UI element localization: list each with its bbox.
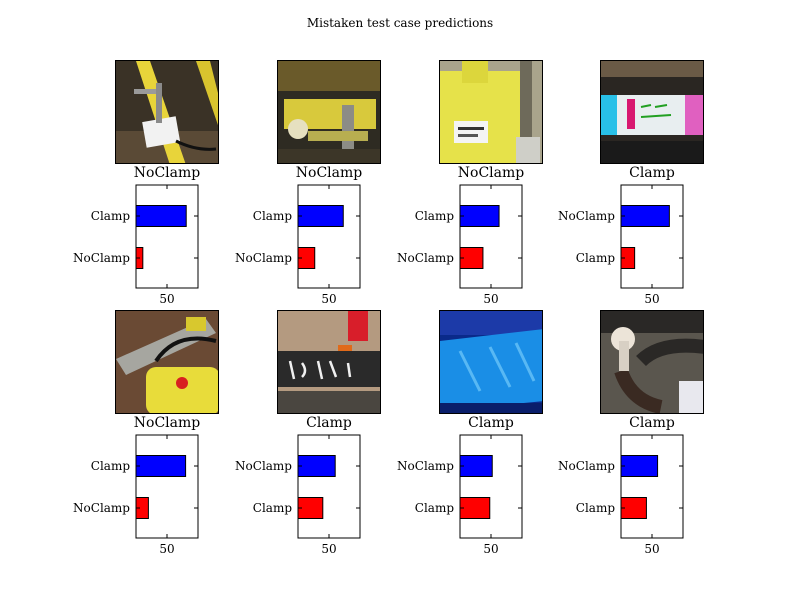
axes-frame [620,184,684,289]
bar-chart-1: NoClamp Clamp 50 [73,184,199,306]
bar-Clamp [459,205,500,227]
xtick-label: 50 [644,542,659,556]
bar-Clamp [620,247,636,269]
xtick-label: 50 [321,542,336,556]
photo-grey-valve-with-handle [600,310,704,414]
predicted-label: Clamp [306,415,352,431]
photo-yellow-fitting-with-label [439,60,543,164]
predicted-label: NoClamp [133,165,201,181]
axes-frame [135,184,199,289]
xtick-label: 50 [159,542,174,556]
bar-NoClamp [620,455,659,477]
ytick-label: NoClamp [235,251,292,265]
photo-yellow-fitting-in-dirt [115,310,219,414]
predicted-label: Clamp [629,415,675,431]
ytick-label: NoClamp [73,251,130,265]
bar-Clamp [135,205,187,227]
ytick-label: NoClamp [235,459,292,473]
ytick-label: NoClamp [73,501,130,515]
ytick-label: Clamp [576,251,616,265]
ytick-label: NoClamp [397,459,454,473]
bar-chart-3: NoClamp Clamp 50 [397,184,523,306]
photo-yellow-pipe-clamp-on-ground [115,60,219,164]
bar-chart-6: Clamp NoClamp 50 [235,434,361,556]
axes-frame [459,184,523,289]
bar-Clamp [620,497,647,519]
predicted-label: NoClamp [133,415,201,431]
predicted-label: Clamp [629,165,675,181]
bar-chart-8: Clamp NoClamp 50 [558,434,684,556]
bar-Clamp [297,497,324,519]
ytick-label: NoClamp [558,209,615,223]
photo-black-pipe-handwriting [277,310,381,414]
photo-blue-wrapped-pipe [439,310,543,414]
ytick-label: NoClamp [558,459,615,473]
bar-NoClamp [459,455,493,477]
axes-frame [297,434,361,539]
predicted-label: NoClamp [457,165,525,181]
axes-frame [135,434,199,539]
bar-NoClamp [620,205,670,227]
ytick-label: Clamp [576,501,616,515]
ytick-label: Clamp [415,501,455,515]
ytick-label: Clamp [253,209,293,223]
axes-frame [459,434,523,539]
bar-Clamp [459,497,491,519]
xtick-label: 50 [159,292,174,306]
axes-frame [297,184,361,289]
xtick-label: 50 [644,292,659,306]
figure-title: Mistaken test case predictions [306,16,494,30]
bar-NoClamp [459,247,484,269]
xtick-label: 50 [483,292,498,306]
predicted-label: Clamp [468,415,514,431]
bar-NoClamp [297,455,336,477]
ytick-label: Clamp [91,209,131,223]
bar-Clamp [135,455,187,477]
xtick-label: 50 [321,292,336,306]
axes-frame [620,434,684,539]
bar-chart-5: NoClamp Clamp 50 [73,434,199,556]
ytick-label: Clamp [415,209,455,223]
bar-chart-7: Clamp NoClamp 50 [397,434,523,556]
photo-blue-white-fitting-handwriting [600,60,704,164]
bar-Clamp [297,205,344,227]
ytick-label: NoClamp [397,251,454,265]
bar-chart-4: Clamp NoClamp 50 [558,184,684,306]
bar-NoClamp [135,247,144,269]
bar-chart-2: NoClamp Clamp 50 [235,184,361,306]
ytick-label: Clamp [91,459,131,473]
bar-NoClamp [297,247,316,269]
xtick-label: 50 [483,542,498,556]
photo-yellow-pipe-under-flange [277,60,381,164]
ytick-label: Clamp [253,501,293,515]
bar-NoClamp [135,497,149,519]
predicted-label: NoClamp [295,165,363,181]
